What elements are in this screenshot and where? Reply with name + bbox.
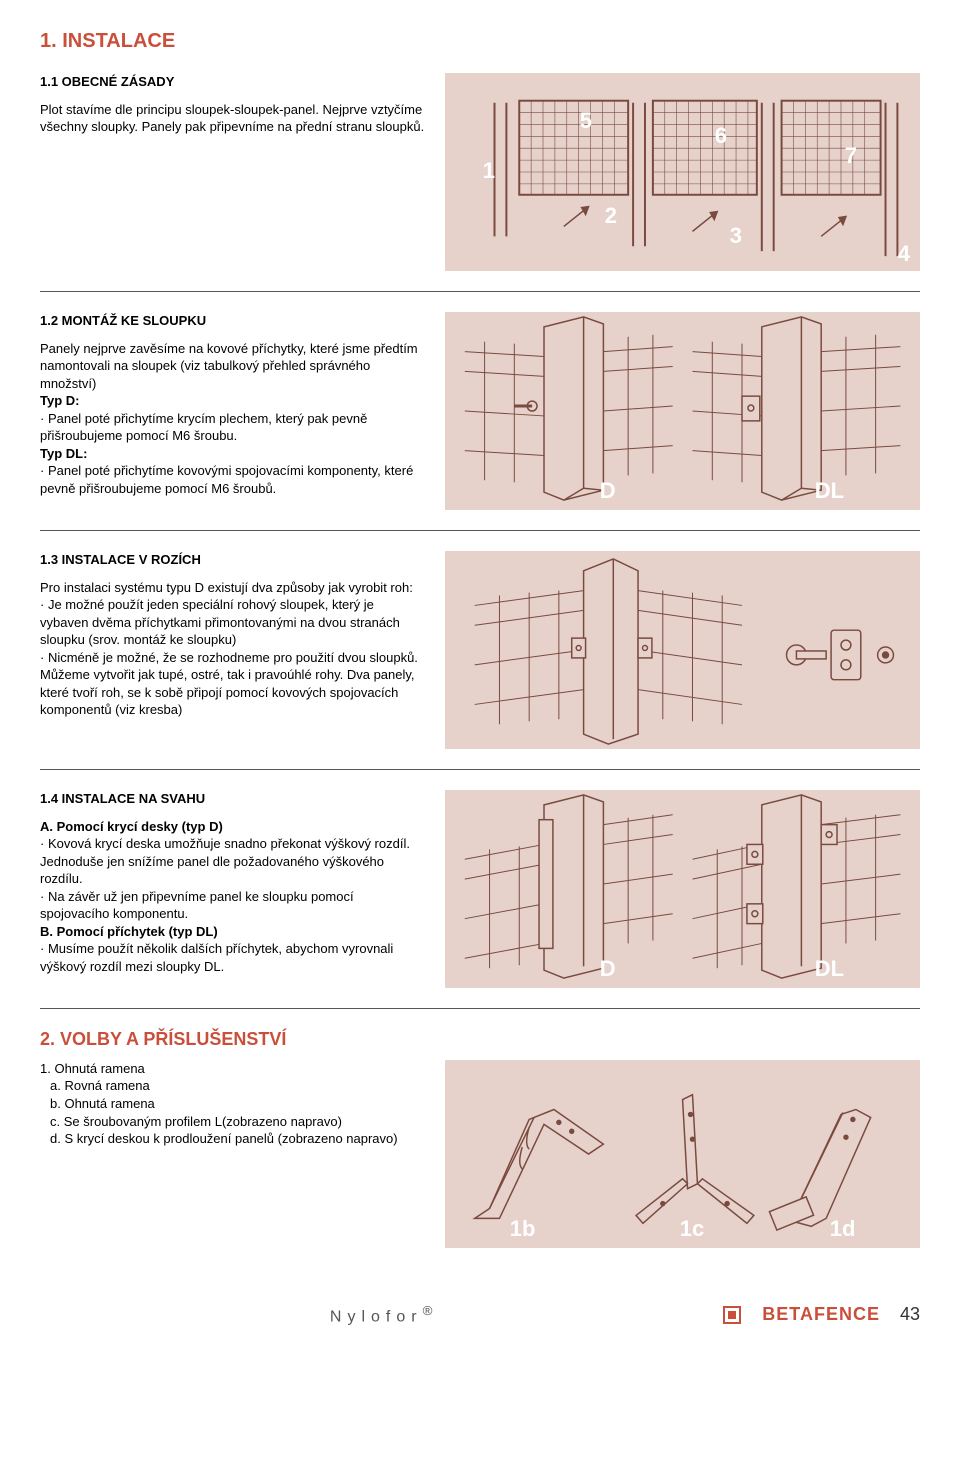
label-1c: 1c <box>680 1216 704 1242</box>
options-title: 2. VOLBY A PŘÍSLUŠENSTVÍ <box>40 1029 960 1050</box>
section-2: 1. Ohnutá ramena a. Rovná ramena b. Ohnu… <box>40 1060 920 1268</box>
label-d-2: D <box>600 956 616 982</box>
b-label: B. Pomocí příchytek (typ DL) <box>40 924 218 939</box>
label-7: 7 <box>845 143 857 169</box>
illustration-1-3 <box>445 551 920 749</box>
opt-c: c. Se šroubovaným profilem L(zobrazeno n… <box>40 1113 425 1131</box>
illustration-2: 1b 1c 1d <box>445 1060 920 1248</box>
typ-d-label: Typ D: <box>40 393 79 408</box>
typ-dl-text: · Panel poté přichytíme kovovými spojova… <box>40 462 425 497</box>
footer: Nylofor® BETAFENCE 43 <box>0 1288 960 1351</box>
illustration-1-4: D DL <box>445 790 920 988</box>
b-text-1: · Musíme použít několik dalších příchyte… <box>40 940 425 975</box>
label-3: 3 <box>730 223 742 249</box>
section-1-2: 1.2 MONTÁŽ KE SLOUPKU Panely nejprve zav… <box>40 312 920 531</box>
label-1b: 1b <box>510 1216 536 1242</box>
a-text-1: · Kovová krycí deska umožňuje snadno pře… <box>40 835 425 888</box>
a-label: A. Pomocí krycí desky (typ D) <box>40 819 223 834</box>
section-1-1: 1.1 OBECNÉ ZÁSADY Plot stavíme dle princ… <box>40 73 920 292</box>
opt-1: 1. Ohnutá ramena <box>40 1060 425 1078</box>
label-dl: DL <box>815 478 844 504</box>
para-1-1: Plot stavíme dle principu sloupek-sloupe… <box>40 101 425 136</box>
footer-product: Nylofor® <box>40 1303 722 1326</box>
label-d: D <box>600 478 616 504</box>
label-2: 2 <box>605 203 617 229</box>
para-1-3-intro: Pro instalaci systému typu D existují dv… <box>40 579 425 597</box>
heading-1-4: 1.4 INSTALACE NA SVAHU <box>40 790 425 808</box>
label-1: 1 <box>483 158 495 184</box>
opt-a: a. Rovná ramena <box>40 1077 425 1095</box>
para-1-2-intro: Panely nejprve zavěsíme na kovové příchy… <box>40 340 425 393</box>
label-6: 6 <box>715 123 727 149</box>
bullet-1-3-2: · Nicméně je možné, že se rozhodneme pro… <box>40 649 425 719</box>
opt-d: d. S krycí deskou k prodloužení panelů (… <box>40 1130 425 1148</box>
heading-1-2: 1.2 MONTÁŽ KE SLOUPKU <box>40 312 425 330</box>
main-title: 1. INSTALACE <box>40 30 960 53</box>
page-number: 43 <box>900 1304 920 1325</box>
typ-dl-label: Typ DL: <box>40 446 87 461</box>
label-4: 4 <box>898 241 910 267</box>
heading-1-3: 1.3 INSTALACE V ROZÍCH <box>40 551 425 569</box>
typ-d-text: · Panel poté přichytíme krycím plechem, … <box>40 410 425 445</box>
bullet-1-3-1: · Je možné použít jeden speciální rohový… <box>40 596 425 649</box>
section-1-3: 1.3 INSTALACE V ROZÍCH Pro instalaci sys… <box>40 551 920 770</box>
illustration-1-1: 1 2 3 4 5 6 7 <box>445 73 920 271</box>
label-1d: 1d <box>830 1216 856 1242</box>
opt-b: b. Ohnutá ramena <box>40 1095 425 1113</box>
label-dl-2: DL <box>815 956 844 982</box>
illustration-1-2: D DL <box>445 312 920 510</box>
brand-name: BETAFENCE <box>762 1304 880 1325</box>
brand-logo <box>722 1305 742 1325</box>
heading-1-1: 1.1 OBECNÉ ZÁSADY <box>40 73 425 91</box>
section-1-4: 1.4 INSTALACE NA SVAHU A. Pomocí krycí d… <box>40 790 920 1009</box>
a-text-2: · Na závěr už jen připevníme panel ke sl… <box>40 888 425 923</box>
label-5: 5 <box>580 108 592 134</box>
